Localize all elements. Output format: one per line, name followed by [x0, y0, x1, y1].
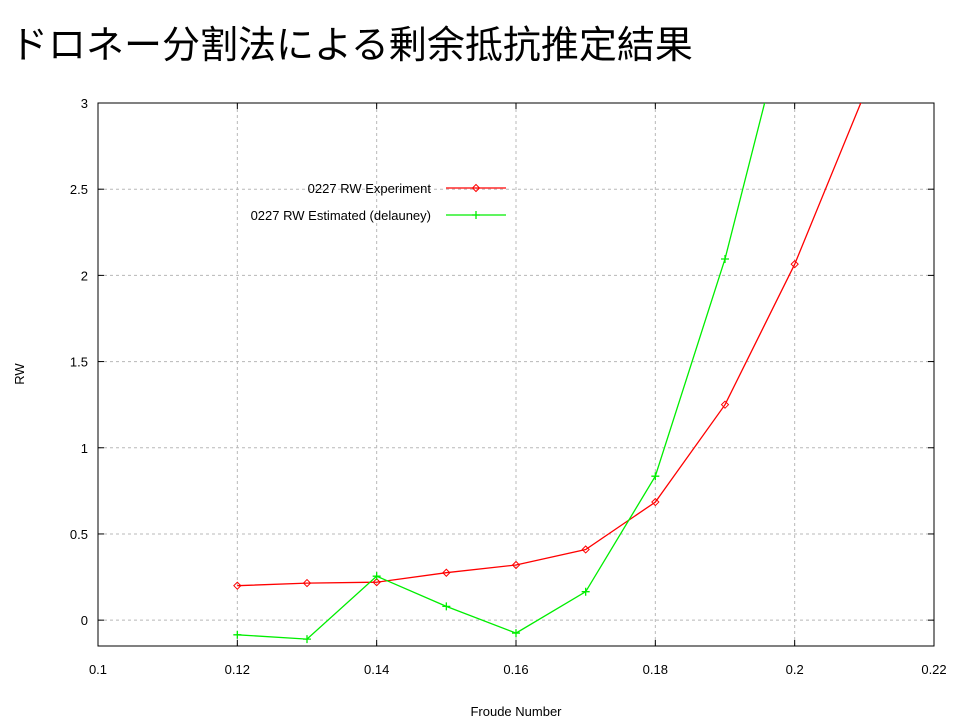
data-point-marker	[233, 630, 242, 639]
series-line	[237, 103, 766, 640]
y-axis-ticks: 0 0.5 1 1.5 2 2.5 3	[70, 96, 934, 628]
data-point-marker	[442, 602, 451, 611]
data-point-marker	[651, 472, 660, 481]
legend-swatch-marker	[471, 183, 481, 193]
data-point-marker	[302, 578, 312, 588]
data-point-marker	[372, 572, 381, 581]
data-point-marker	[790, 259, 799, 269]
x-axis-ticks: 0.1 0.12 0.14 0.16 0.18 0.2 0.22	[89, 103, 947, 677]
x-axis-label: Froude Number	[470, 704, 562, 719]
data-point-marker	[511, 560, 521, 570]
data-point-marker	[372, 578, 381, 587]
x-tick-label: 0.16	[503, 662, 528, 677]
series-layer	[233, 103, 862, 644]
x-tick-label: 0.2	[786, 662, 804, 677]
y-tick-label: 3	[81, 96, 88, 111]
y-tick-label: 0	[81, 613, 88, 628]
x-tick-label: 0.22	[921, 662, 946, 677]
series-line	[237, 103, 862, 587]
series-estimated	[233, 103, 766, 644]
y-tick-label: 2.5	[70, 182, 88, 197]
y-tick-label: 2	[81, 268, 88, 283]
x-tick-label: 0.1	[89, 662, 107, 677]
x-tick-label: 0.12	[225, 662, 250, 677]
data-point-marker	[651, 497, 660, 507]
legend-label: 0227 RW Estimated (delauney)	[251, 208, 431, 223]
data-point-marker	[303, 635, 311, 644]
data-point-marker	[581, 587, 590, 596]
slide-title: ドロネー分割法による剰余抵抗推定結果	[10, 23, 693, 67]
data-point-marker	[721, 255, 729, 264]
grid-lines	[98, 103, 934, 646]
legend-label: 0227 RW Experiment	[308, 181, 432, 196]
x-tick-label: 0.18	[643, 662, 668, 677]
y-tick-label: 0.5	[70, 527, 88, 542]
data-point-marker	[720, 400, 730, 409]
data-point-marker	[233, 581, 242, 590]
data-point-marker	[442, 568, 451, 577]
x-tick-label: 0.14	[364, 662, 389, 677]
series-experiment	[233, 103, 862, 590]
data-point-marker	[581, 545, 590, 554]
legend: 0227 RW Experiment 0227 RW Estimated (del…	[251, 181, 506, 223]
data-point-marker	[512, 629, 520, 638]
y-axis-label: RW	[12, 363, 27, 385]
legend-swatch-marker	[472, 211, 480, 219]
y-tick-label: 1.5	[70, 355, 88, 370]
y-tick-label: 1	[81, 441, 88, 456]
